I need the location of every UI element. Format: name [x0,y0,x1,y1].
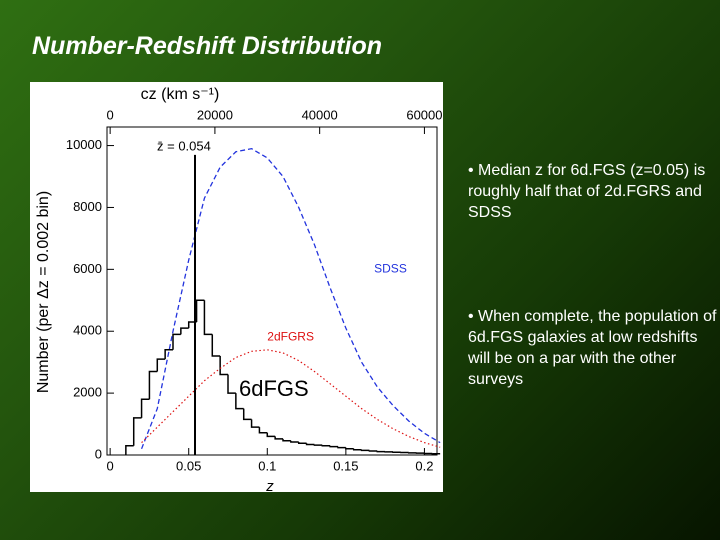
histogram-step [313,444,323,446]
series-label: 2dFGRS [267,330,314,344]
x-tick-label: 0.15 [333,458,358,473]
histogram-step [352,448,362,451]
histogram-step [274,436,283,440]
x-tick-label: 0 [107,458,114,473]
bullet: When complete, the population of 6d.FGS … [468,306,718,390]
histogram-step [360,449,370,452]
histogram-step [305,443,315,446]
histogram-step [258,427,268,434]
x-tick-label: 0.05 [176,458,201,473]
histogram-step [203,300,213,336]
x-tick-label: 0.1 [258,458,276,473]
x2-axis-label: cz (km s⁻¹) [141,86,220,103]
histogram-step [148,370,158,400]
y-tick-label: 6000 [73,261,102,276]
histogram-step [180,327,189,335]
histogram-step [195,299,205,322]
histogram-step [345,447,354,450]
histogram-step [164,349,173,360]
histogram-step [125,444,134,455]
histogram-step [235,393,244,410]
histogram-step [368,450,378,452]
histogram-step [172,333,181,350]
histogram-step [156,358,166,372]
histogram-step [187,321,197,329]
slide-title: Number-Redshift Distribution [32,32,382,60]
x-axis-label: z [265,478,274,492]
histogram-step [321,444,331,447]
series-label: SDSS [374,262,407,276]
x-tick-label: 0.2 [415,458,433,473]
histogram-step [297,442,307,444]
histogram-step [329,445,338,448]
bullet: Median z for 6d.FGS (z=0.05) is roughly … [468,160,718,223]
histogram-step [219,355,228,376]
histogram-step [242,408,252,421]
line-series [141,349,441,448]
histogram-step [211,334,221,357]
histogram-step [132,417,142,446]
histogram-step [250,419,260,428]
x2-tick-label: 0 [107,107,114,122]
y-tick-label: 0 [95,446,102,461]
series-label: 6dFGS [239,376,309,401]
x2-tick-label: 60000 [406,107,442,122]
histogram-step [376,450,386,453]
y-tick-label: 10000 [66,137,102,152]
histogram-step [282,438,291,442]
y-axis-label: Number (per Δz = 0.002 bin) [35,191,52,393]
y-tick-label: 2000 [73,385,102,400]
histogram-step [227,374,236,394]
chart-panel [30,82,443,492]
x2-tick-label: 20000 [197,107,233,122]
x2-tick-label: 40000 [302,107,338,122]
plot-frame [106,126,438,456]
histogram-step [290,440,299,443]
chart: cz (km s⁻¹) z Number (per Δz = 0.002 bin… [30,82,443,492]
y-tick-label: 4000 [73,323,102,338]
annotation: z̄ = 0.054 [157,138,211,153]
line-series [140,147,441,450]
histogram-step [140,398,150,418]
histogram-step [266,432,276,438]
histogram-step [337,446,346,449]
y-tick-label: 8000 [73,199,102,214]
